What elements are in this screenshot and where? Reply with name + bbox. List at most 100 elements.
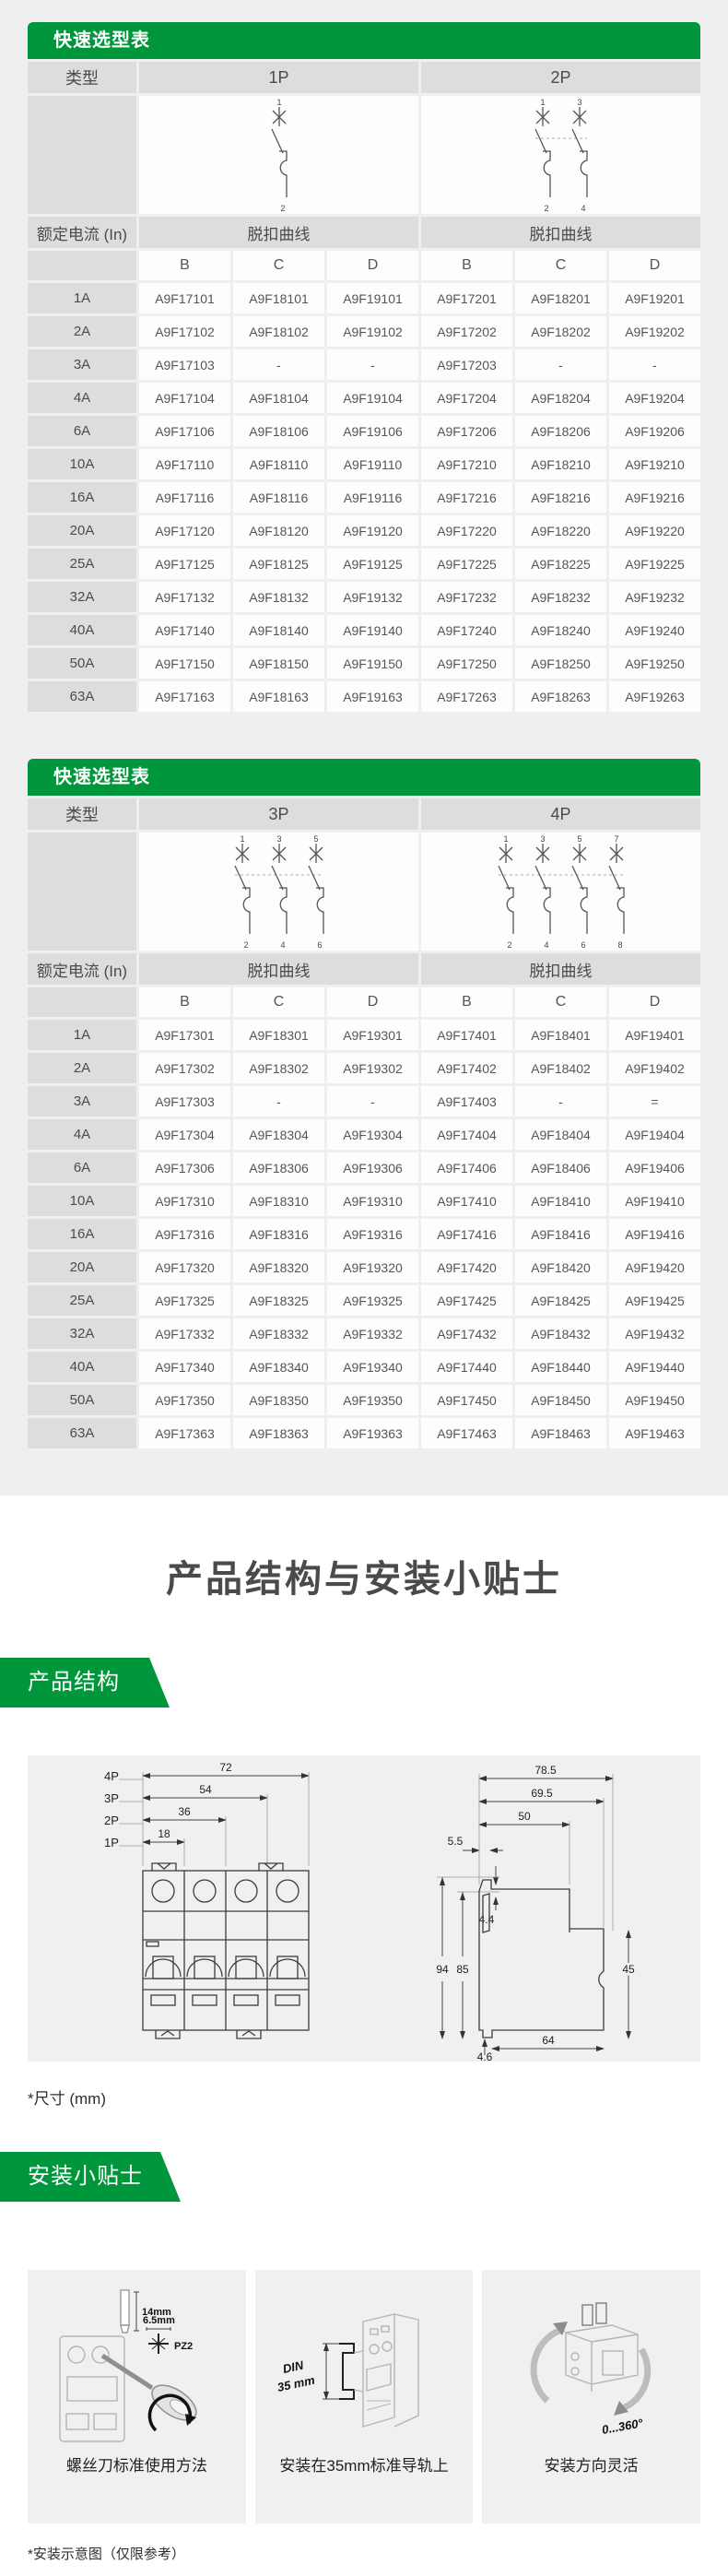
part-number-cell: A9F19263 — [609, 681, 700, 712]
svg-text:3: 3 — [577, 98, 581, 107]
part-number-cell: A9F18132 — [233, 582, 324, 612]
part-number-cell: A9F19250 — [609, 648, 700, 679]
front-view-dimension-drawing: 4P 3P 2P 1P 72 54 36 18 — [104, 1761, 310, 2039]
svg-text:4: 4 — [544, 940, 548, 950]
svg-text:78.5: 78.5 — [534, 1764, 557, 1777]
part-number-cell: A9F19140 — [327, 615, 418, 645]
part-number-cell: A9F17301 — [139, 1020, 230, 1050]
tip-caption: 安装方向灵活 — [544, 2457, 639, 2475]
part-number-cell: A9F17320 — [139, 1252, 230, 1282]
part-number-cell: A9F19120 — [327, 515, 418, 546]
part-number-cell: A9F19125 — [327, 549, 418, 579]
current-cell: 1A — [28, 283, 136, 313]
part-number-cell: A9F17102 — [139, 316, 230, 347]
part-number-cell: - — [609, 349, 700, 380]
part-number-cell: A9F17350 — [139, 1385, 230, 1415]
dimension-unit-note: *尺寸 (mm) — [28, 2090, 106, 2108]
current-cell: 63A — [28, 1418, 136, 1448]
part-number-cell: A9F19106 — [327, 416, 418, 446]
tip-rotation: 0...360° 安装方向灵活 — [482, 2270, 701, 2523]
part-number-cell: A9F19310 — [327, 1186, 418, 1216]
part-number-cell: A9F19202 — [609, 316, 700, 347]
current-cell: 63A — [28, 681, 136, 712]
current-cell: 10A — [28, 449, 136, 479]
part-number-cell: A9F17125 — [139, 549, 230, 579]
table-row: 10A A9F17110 A9F18110 A9F19110 A9F17210 A9F18… — [28, 449, 700, 479]
part-number-cell: A9F18102 — [233, 316, 324, 347]
part-number-cell: A9F18363 — [233, 1418, 324, 1448]
part-number-cell: A9F18263 — [515, 681, 606, 712]
col-group-4p: 4P — [421, 798, 700, 830]
table-row: 1A A9F17101 A9F18101 A9F19101 A9F17201 A9F182… — [28, 283, 700, 313]
part-number-cell: - — [233, 1086, 324, 1117]
part-number-cell: A9F17110 — [139, 449, 230, 479]
part-number-cell: A9F19110 — [327, 449, 418, 479]
part-number-cell: A9F17132 — [139, 582, 230, 612]
svg-text:6: 6 — [581, 940, 585, 950]
table-row: 25A A9F17325 A9F18325 A9F19325 A9F17425 A9F18… — [28, 1285, 700, 1316]
part-number-cell: A9F18140 — [233, 615, 324, 645]
current-cell: 3A — [28, 1086, 136, 1117]
part-number-cell: A9F19116 — [327, 482, 418, 513]
part-number-cell: A9F19340 — [327, 1352, 418, 1382]
current-cell: 4A — [28, 1119, 136, 1150]
screwdriver-illustration: 14mm — [59, 2289, 197, 2442]
curve-col-c: C — [233, 251, 324, 280]
part-number-cell: A9F19404 — [609, 1119, 700, 1150]
current-cell: 32A — [28, 582, 136, 612]
table2-title-bar: 快速选型表 — [28, 759, 700, 796]
dimension-diagram-box: 4P 3P 2P 1P 72 54 36 18 — [28, 1755, 700, 2062]
part-number-cell: A9F17116 — [139, 482, 230, 513]
breaker-art — [353, 2313, 419, 2428]
part-number-cell: A9F17104 — [139, 383, 230, 413]
svg-text:6: 6 — [317, 940, 322, 950]
current-label: 额定电流 (In) — [28, 953, 136, 985]
table-row: 10A A9F17310 A9F18310 A9F19310 A9F17410 A9F18… — [28, 1186, 700, 1216]
part-number-cell: A9F19306 — [327, 1152, 418, 1183]
curve-col-d: D — [327, 251, 418, 280]
part-number-cell: A9F18104 — [233, 383, 324, 413]
current-cell: 25A — [28, 549, 136, 579]
svg-text:4: 4 — [581, 204, 585, 213]
part-number-cell: A9F17140 — [139, 615, 230, 645]
selection-table-2: 类型 3P 4P 1 2 3 4 5 6 1 2 3 4 5 6 7 8 额定电流 (In) 脱扣曲线 … — [25, 796, 703, 1451]
part-number-cell: A9F18101 — [233, 283, 324, 313]
part-number-cell: A9F19401 — [609, 1020, 700, 1050]
svg-text:18: 18 — [158, 1827, 170, 1840]
part-number-cell: A9F19463 — [609, 1418, 700, 1448]
screwdriver-into-terminal — [100, 2353, 197, 2421]
pole-diagram-4P: 1 2 3 4 5 6 7 8 — [497, 834, 625, 950]
rail-profile — [338, 2343, 355, 2400]
diagram-row: 1 2 3 4 5 6 1 2 3 4 5 6 7 8 — [28, 833, 700, 951]
part-number-cell: A9F18425 — [515, 1285, 606, 1316]
current-cell: 50A — [28, 1385, 136, 1415]
table-row: 3A A9F17303- - A9F17403- = — [28, 1086, 700, 1117]
svg-text:54: 54 — [199, 1783, 212, 1796]
part-number-cell: = — [609, 1086, 700, 1117]
part-number-cell: A9F19225 — [609, 549, 700, 579]
breaker-art — [565, 2302, 640, 2392]
part-number-cell: A9F17406 — [421, 1152, 512, 1183]
part-number-cell: - — [233, 349, 324, 380]
section-title: 产品结构与安装小贴士 — [166, 1559, 562, 1600]
part-number-cell: A9F19210 — [609, 449, 700, 479]
part-number-cell: A9F18202 — [515, 316, 606, 347]
pole-diagram-2P: 1 2 3 4 — [534, 98, 588, 213]
part-number-cell: A9F19302 — [327, 1053, 418, 1083]
part-number-cell: A9F17463 — [421, 1418, 512, 1448]
pole-diagram-cell-2p: 1 2 3 4 — [421, 96, 700, 214]
part-number-cell: A9F18116 — [233, 482, 324, 513]
curve-col-d: D — [609, 987, 700, 1017]
rotation-illustration: 0...360° — [530, 2302, 652, 2437]
current-cell: 50A — [28, 648, 136, 679]
part-number-cell: A9F17216 — [421, 482, 512, 513]
part-number-cell: A9F19316 — [327, 1219, 418, 1249]
table-row: 4A A9F17104 A9F18104 A9F19104 A9F17204 A9F182… — [28, 383, 700, 413]
part-number-cell: A9F18301 — [233, 1020, 324, 1050]
curve-label-2: 脱扣曲线 — [421, 217, 700, 248]
svg-text:3: 3 — [540, 834, 545, 844]
svg-text:35 mm: 35 mm — [276, 2373, 316, 2394]
